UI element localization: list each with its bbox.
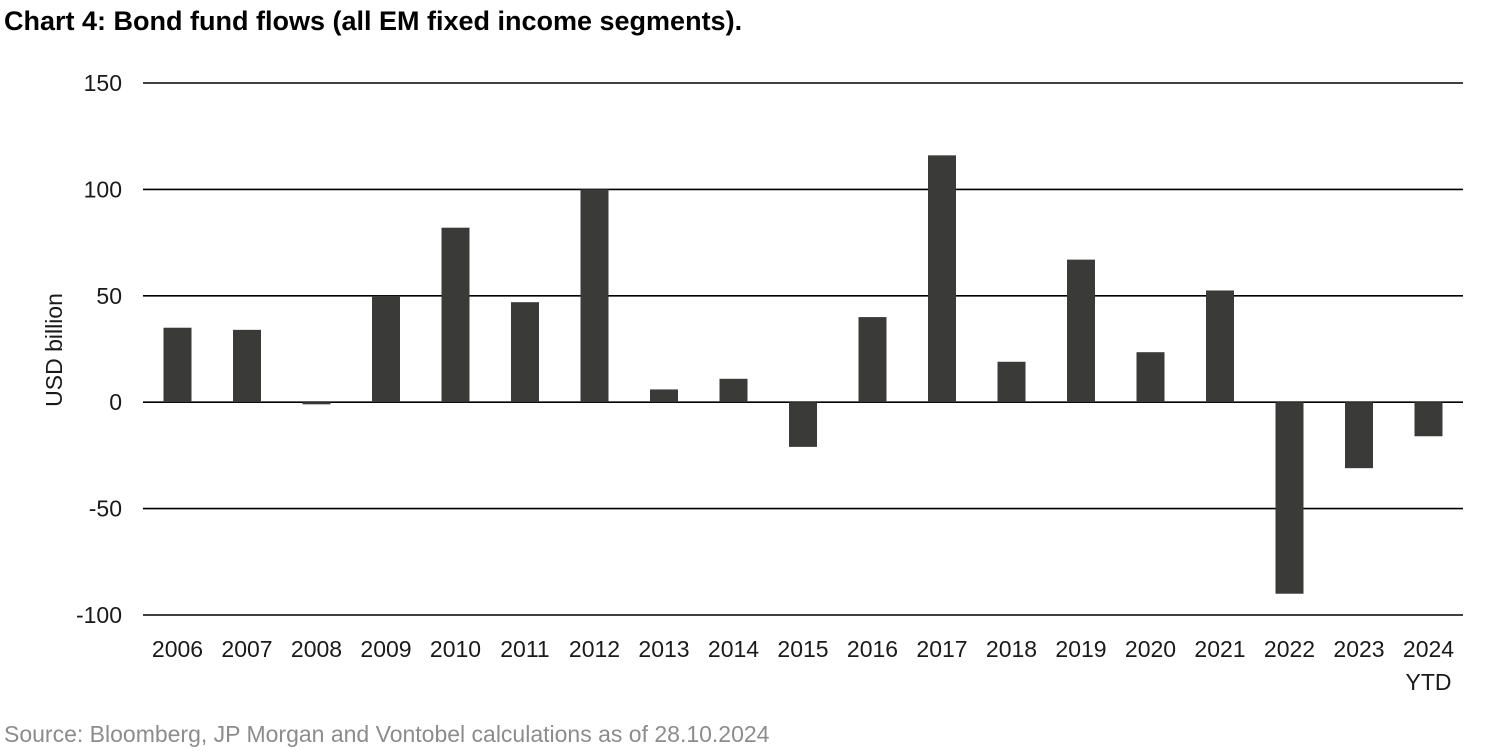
x-tick-label: 2017	[916, 636, 967, 662]
x-tick-label: 2007	[221, 636, 272, 662]
bar-2022	[1275, 402, 1304, 594]
x-tick-label: 2020	[1125, 636, 1176, 662]
bars	[163, 155, 1443, 594]
y-axis-ticks: 150 100 50 0 -50 -100	[76, 70, 122, 628]
x-tick-label: 2006	[152, 636, 203, 662]
source-note: Source: Bloomberg, JP Morgan and Vontobe…	[4, 721, 770, 747]
bar-2024-ytd	[1414, 402, 1443, 437]
x-tick-label: 2008	[291, 636, 342, 662]
x-tick-label: 2011	[500, 636, 549, 662]
x-tick-label: 2015	[777, 636, 828, 662]
y-axis-title: USD billion	[41, 293, 67, 407]
x-tick-label: 2024	[1403, 636, 1454, 662]
chart-title: Chart 4: Bond fund flows (all EM fixed i…	[4, 6, 743, 36]
y-tick-label: 100	[84, 176, 122, 202]
bar-chart: 150 100 50 0 -50 -100 2006 2007 2008 2009 2010 201…	[41, 70, 1463, 695]
x-tick-label: 2010	[430, 636, 481, 662]
bar-2015	[789, 402, 817, 447]
x-tick-label: 2014	[708, 636, 759, 662]
bar-2013	[650, 389, 678, 403]
bar-2019	[1067, 259, 1095, 403]
y-tick-label: 150	[84, 70, 122, 96]
bar-2021	[1206, 290, 1234, 403]
x-tick-label: 2013	[638, 636, 689, 662]
bar-2012	[580, 189, 609, 403]
bar-2017	[928, 155, 956, 403]
bar-2006	[163, 327, 192, 403]
x-tick-label: 2016	[847, 636, 898, 662]
x-axis-ticks: 2006 2007 2008 2009 2010 2011 2012 2013 2014 2015…	[152, 636, 1454, 695]
x-tick-label: 2009	[360, 636, 411, 662]
y-tick-label: -100	[76, 602, 122, 628]
bar-2011	[511, 302, 539, 403]
x-tick-label: 2012	[569, 636, 620, 662]
x-tick-label: 2021	[1194, 636, 1245, 662]
bar-2023	[1345, 402, 1373, 469]
bar-2020	[1136, 352, 1165, 403]
bar-2014	[719, 378, 748, 403]
x-tick-label: YTD	[1406, 669, 1452, 695]
bar-2007	[233, 329, 261, 403]
y-tick-label: 50	[96, 283, 122, 309]
gridlines	[143, 82, 1463, 616]
y-tick-label: -50	[89, 496, 122, 522]
y-tick-label: 0	[109, 389, 122, 415]
bar-2008	[302, 402, 331, 405]
bar-2010	[441, 227, 470, 403]
x-tick-label: 2023	[1333, 636, 1384, 662]
x-tick-label: 2019	[1055, 636, 1106, 662]
x-tick-label: 2022	[1264, 636, 1315, 662]
bar-2016	[858, 317, 887, 403]
x-tick-label: 2018	[986, 636, 1037, 662]
bar-2018	[997, 361, 1026, 403]
bar-2009	[372, 295, 400, 403]
